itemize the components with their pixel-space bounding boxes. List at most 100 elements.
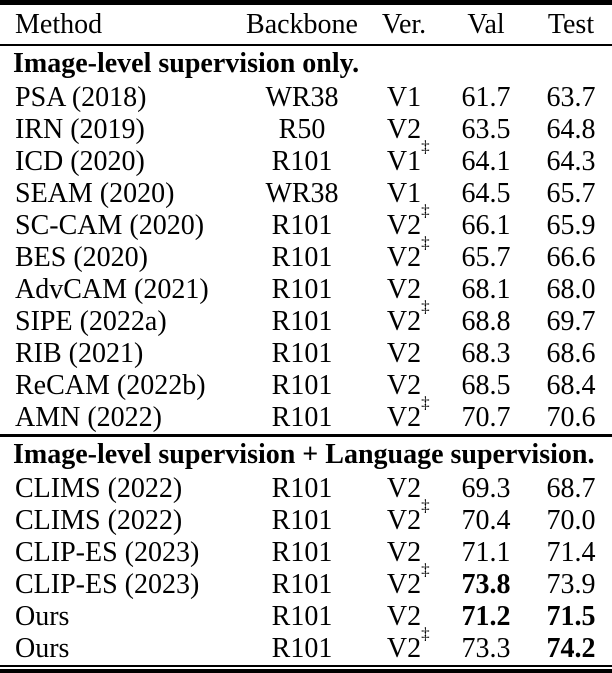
column-header-val: Val — [442, 2, 530, 46]
method-cell: CLIP-ES (2023) — [15, 537, 200, 568]
test-score-cell: 70.0 — [546, 505, 596, 536]
version-cell: V2 ‡ — [366, 233, 442, 274]
table-row: SC-CAM (2020) R101 V2 ‡ 66.1 65.9 — [0, 201, 612, 242]
val-score-cell: 73.8 — [461, 569, 511, 600]
table-body: Image-level supervision only. PSA (2018) W… — [0, 45, 612, 665]
val-score-cell: 68.5 — [461, 370, 511, 401]
val-score-cell: 71.1 — [461, 537, 511, 568]
column-header-test: Test — [530, 2, 612, 46]
val-score-cell: 73.3 — [461, 633, 511, 664]
method-cell: CLIMS (2022) — [15, 505, 183, 536]
val-score-cell: 68.3 — [461, 338, 511, 369]
version-cell: V2 ‡ — [366, 624, 442, 665]
version-value: V2 ‡ — [386, 496, 430, 536]
method-cell: SEAM (2020) — [15, 178, 175, 209]
method-cell: AdvCAM (2021) — [15, 274, 209, 305]
table-header: Method Backbone Ver. Val Test — [0, 2, 612, 46]
version-value: V2 ‡ — [386, 624, 430, 664]
table-row: ICD (2020) R101 V1 ‡ 64.1 64.3 — [0, 138, 612, 178]
version-value: V2 — [386, 338, 422, 369]
backbone-cell: R101 — [271, 569, 333, 600]
backbone-cell: R101 — [271, 274, 333, 305]
test-score-cell: 65.9 — [546, 210, 596, 241]
table-row: CLIMS (2022) R101 V2 ‡ 70.4 70.0 — [0, 496, 612, 537]
method-cell: RIB (2021) — [15, 338, 144, 369]
version-cell: V2 — [366, 114, 442, 146]
section-title: Image-level supervision + Language super… — [0, 434, 612, 473]
method-cell: CLIMS (2022) — [15, 473, 183, 504]
section-header-row: Image-level supervision + Language super… — [0, 434, 612, 473]
table-row: CLIMS (2022) R101 V2 69.3 68.7 — [0, 473, 612, 505]
double-dagger-mark: ‡ — [421, 137, 430, 156]
version-value: V2 — [386, 537, 422, 568]
method-cell: IRN (2019) — [15, 114, 145, 145]
backbone-cell: R101 — [271, 601, 333, 632]
double-dagger-mark: ‡ — [421, 201, 430, 220]
test-score-cell: 66.6 — [546, 242, 596, 273]
version-cell: V2 — [366, 338, 442, 370]
bottom-rule — [0, 665, 612, 673]
method-cell: SIPE (2022a) — [15, 306, 167, 337]
test-score-cell: 68.0 — [546, 274, 596, 305]
method-cell: CLIP-ES (2023) — [15, 569, 200, 600]
test-score-cell: 71.5 — [546, 601, 596, 632]
val-score-cell: 71.2 — [461, 601, 511, 632]
val-score-cell: 63.5 — [461, 114, 511, 145]
version-cell: V1 — [366, 178, 442, 210]
val-score-cell: 69.3 — [461, 473, 511, 504]
test-score-cell: 69.7 — [546, 306, 596, 337]
method-cell: PSA (2018) — [15, 82, 147, 113]
version-value: V2 ‡ — [386, 560, 430, 600]
table-row: CLIP-ES (2023) R101 V2 71.1 71.4 — [0, 537, 612, 569]
version-cell: V2 ‡ — [366, 496, 442, 537]
test-score-cell: 64.3 — [546, 146, 596, 177]
version-cell: V2 — [366, 473, 442, 505]
version-value: V2 — [386, 370, 422, 401]
version-cell: V2 — [366, 601, 442, 633]
section-header-row: Image-level supervision only. — [0, 45, 612, 82]
backbone-cell: R101 — [271, 306, 333, 337]
val-score-cell: 64.1 — [461, 146, 511, 177]
backbone-cell: R50 — [278, 114, 326, 145]
test-score-cell: 68.7 — [546, 473, 596, 504]
backbone-cell: R101 — [271, 402, 333, 433]
table-row: SIPE (2022a) R101 V2 ‡ 68.8 69.7 — [0, 298, 612, 338]
test-score-cell: 68.4 — [546, 370, 596, 401]
column-header-method: Method — [0, 2, 238, 46]
table-row: AdvCAM (2021) R101 V2 68.1 68.0 — [0, 274, 612, 306]
version-value: V2 — [386, 114, 422, 145]
table-row: CLIP-ES (2023) R101 V2 ‡ 73.8 73.9 — [0, 560, 612, 601]
version-value: V2 — [386, 473, 422, 504]
backbone-cell: R101 — [271, 242, 333, 273]
method-cell: AMN (2022) — [15, 402, 162, 433]
backbone-cell: WR38 — [265, 82, 339, 113]
val-score-cell: 61.7 — [461, 82, 511, 113]
version-value: V1 — [386, 82, 422, 113]
double-dagger-mark: ‡ — [421, 560, 430, 579]
val-score-cell: 66.1 — [461, 210, 511, 241]
column-header-backbone: Backbone — [238, 2, 366, 46]
test-score-cell: 68.6 — [546, 338, 596, 369]
table-row: Ours R101 V2 ‡ 73.3 74.2 — [0, 624, 612, 665]
version-cell: V2 ‡ — [366, 560, 442, 601]
version-value: V2 ‡ — [386, 393, 430, 433]
test-score-cell: 71.4 — [546, 537, 596, 568]
test-score-cell: 64.8 — [546, 114, 596, 145]
table-row: RIB (2021) R101 V2 68.3 68.6 — [0, 338, 612, 370]
version-cell: V2 ‡ — [366, 298, 442, 338]
version-value: V2 ‡ — [386, 233, 430, 273]
version-cell: V2 ‡ — [366, 201, 442, 242]
method-cell: SC-CAM (2020) — [15, 210, 205, 241]
val-score-cell: 70.7 — [461, 402, 511, 433]
method-cell: Ours — [15, 633, 70, 664]
test-score-cell: 63.7 — [546, 82, 596, 113]
backbone-cell: R101 — [271, 473, 333, 504]
test-score-cell: 70.6 — [546, 402, 596, 433]
version-value: V1 — [386, 178, 422, 209]
double-dagger-mark: ‡ — [421, 496, 430, 515]
version-cell: V1 ‡ — [366, 138, 442, 178]
double-dagger-mark: ‡ — [421, 393, 430, 412]
version-value: V2 ‡ — [386, 201, 430, 241]
double-dagger-mark: ‡ — [421, 297, 430, 316]
